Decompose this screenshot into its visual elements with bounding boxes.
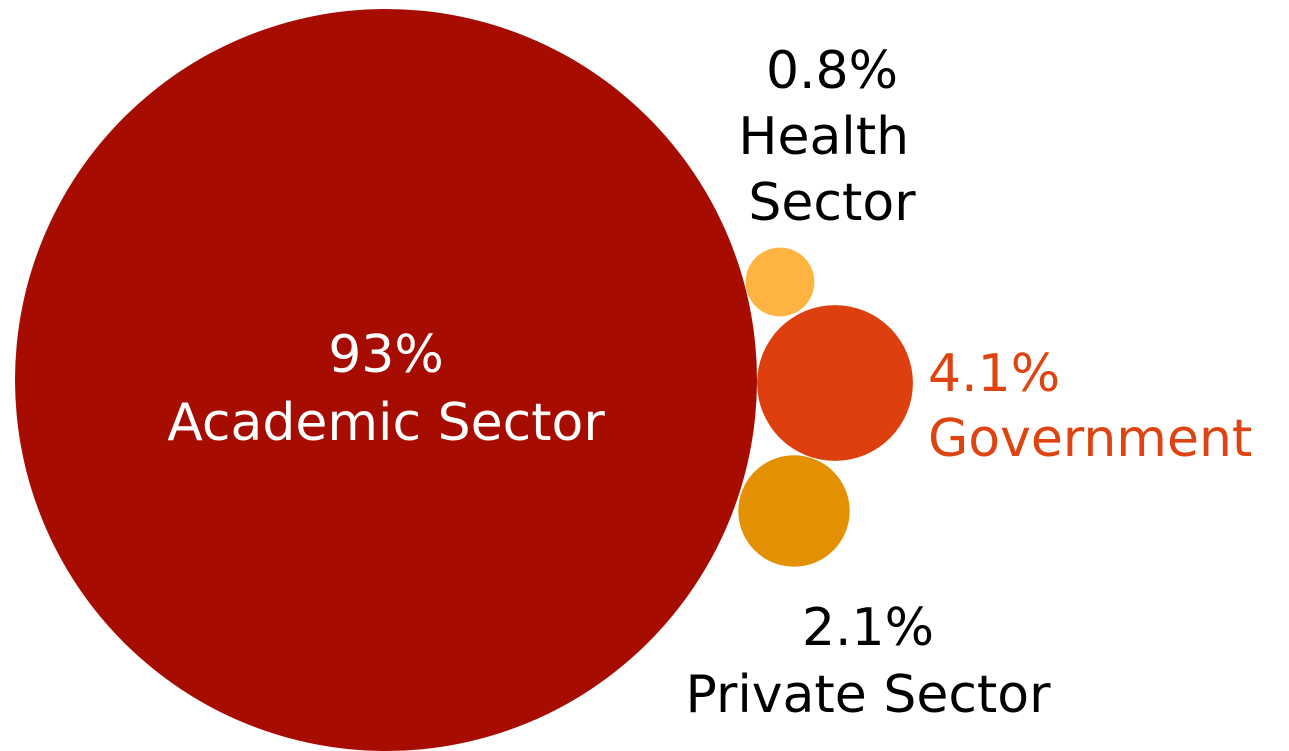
private-value-label: 2.1%: [802, 598, 934, 658]
health-name-line-2: Sector: [748, 173, 916, 233]
government-value-label: 4.1%: [928, 344, 1060, 404]
bubble-academic-sector: [15, 9, 757, 751]
government-name-label: Government: [928, 409, 1252, 469]
health-name-line-1: Health: [738, 107, 909, 167]
health-value-label: 0.8%: [766, 41, 898, 101]
academic-value-label: 93%: [328, 325, 444, 385]
bubble-government: [757, 305, 913, 461]
health-name-label: Health Sector: [738, 107, 925, 233]
bubble-private-sector: [738, 455, 850, 567]
private-name-label: Private Sector: [686, 665, 1052, 725]
bubble-health-sector: [745, 247, 815, 317]
academic-name-label: Academic Sector: [167, 393, 605, 453]
